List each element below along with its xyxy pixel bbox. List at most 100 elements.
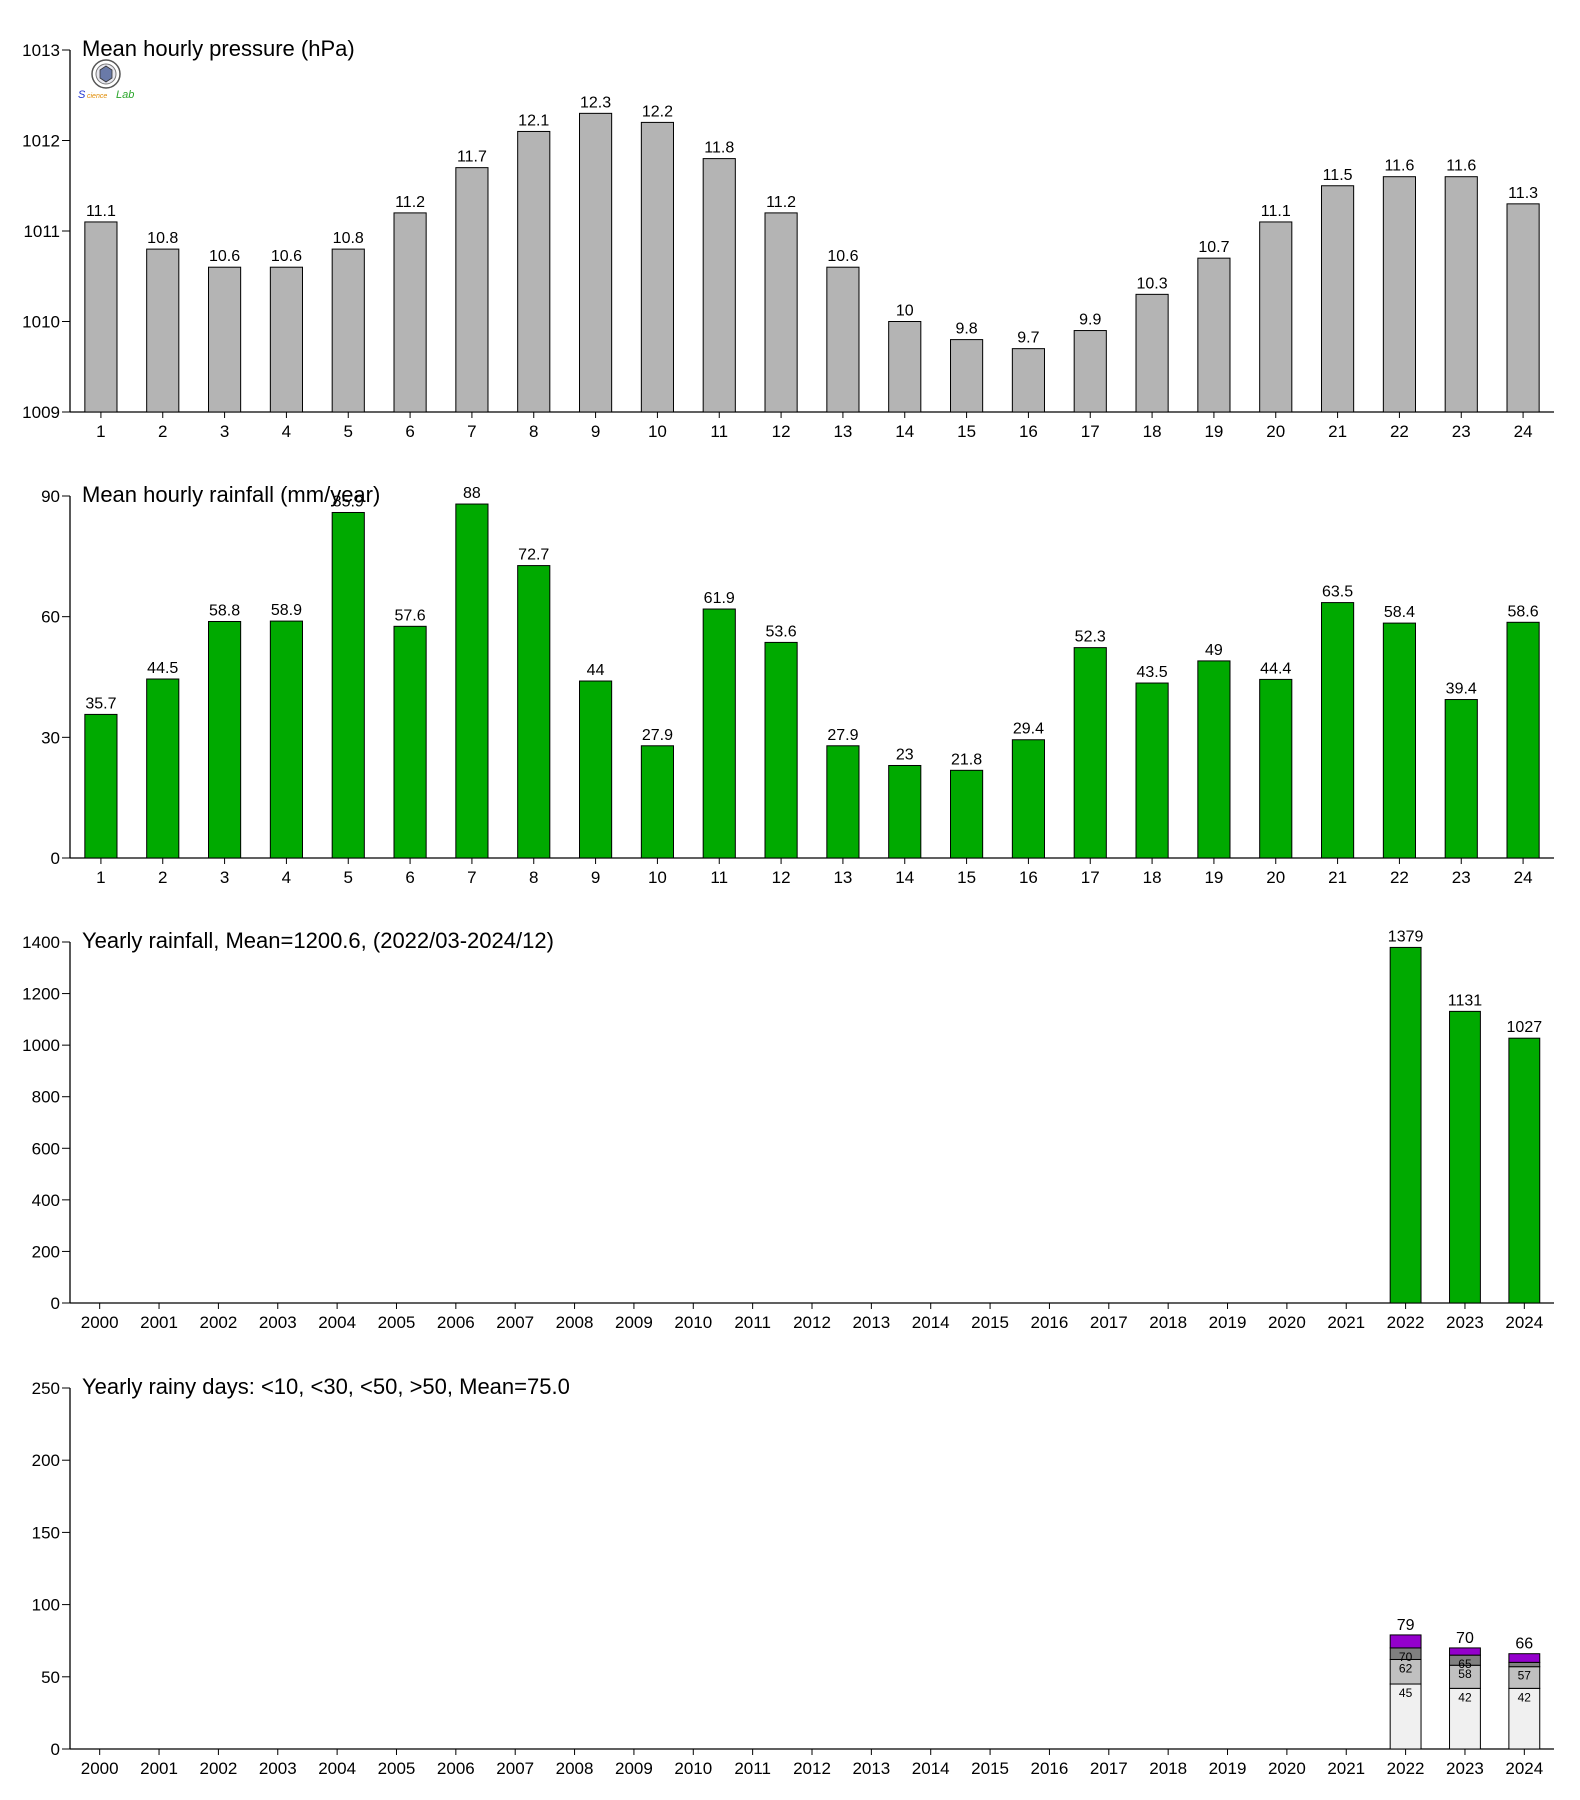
y-tick-label: 800: [32, 1088, 60, 1107]
data-label: 21.8: [951, 751, 982, 768]
x-tick-label: 2: [158, 422, 167, 441]
bar: [1135, 682, 1169, 859]
bar-segment: [1508, 1653, 1541, 1663]
x-tick-label: 8: [529, 868, 538, 887]
y-tick-label: 1000: [22, 1036, 60, 1055]
bar: [393, 625, 427, 859]
data-label: 58.8: [209, 602, 240, 619]
data-label: 44: [587, 662, 605, 679]
x-tick-label: 14: [895, 868, 914, 887]
x-tick-label: 2011: [734, 1313, 771, 1332]
data-label: 11.2: [766, 194, 796, 211]
bar: [888, 321, 922, 413]
x-tick-label: 2007: [496, 1759, 534, 1778]
x-tick-label: 2016: [1031, 1759, 1069, 1778]
x-tick-label: 2016: [1031, 1313, 1069, 1332]
x-tick-label: 2005: [378, 1759, 416, 1778]
bar: [1508, 1037, 1541, 1304]
bar-segment: [1508, 1661, 1541, 1668]
data-label: 58.9: [271, 602, 302, 619]
x-tick-label: 7: [467, 868, 476, 887]
bar: [1073, 647, 1107, 859]
bar: [764, 641, 798, 859]
x-tick-label: 2021: [1327, 1759, 1365, 1778]
y-tick-label: 400: [32, 1191, 60, 1210]
data-label: 58.6: [1508, 603, 1539, 620]
x-tick-label: 2010: [674, 1313, 712, 1332]
y-tick-label: 60: [41, 608, 60, 627]
x-tick-label: 24: [1514, 868, 1533, 887]
bar: [84, 221, 118, 413]
y-tick-label: 1010: [22, 313, 60, 332]
y-tick-label: 1009: [22, 403, 60, 422]
svg-text:Lab: Lab: [116, 89, 134, 101]
x-tick-label: 2006: [437, 1759, 475, 1778]
data-label: 11.1: [1261, 203, 1291, 220]
data-label: 12.1: [518, 112, 549, 129]
x-tick-label: 2015: [971, 1313, 1009, 1332]
x-tick-label: 20: [1266, 422, 1285, 441]
x-tick-label: 2020: [1268, 1313, 1306, 1332]
x-tick-label: 21: [1328, 422, 1347, 441]
data-label: 11.8: [704, 140, 734, 157]
x-tick-label: 2011: [734, 1759, 771, 1778]
bar-segment: [1389, 1634, 1422, 1649]
bar: [826, 745, 860, 859]
x-tick-label: 16: [1019, 422, 1038, 441]
chart-title-4: Yearly rainy days: <10, <30, <50, >50, M…: [82, 1374, 570, 1399]
data-label: 49: [1205, 642, 1223, 659]
x-tick-label: 12: [772, 422, 791, 441]
data-label: 35.7: [85, 695, 116, 712]
data-label: 10.6: [209, 248, 240, 265]
x-tick-label: 2: [158, 868, 167, 887]
bar: [331, 511, 365, 859]
chart-title-3: Yearly rainfall, Mean=1200.6, (2022/03-2…: [82, 928, 554, 953]
bar: [455, 503, 489, 859]
x-tick-label: 2012: [793, 1313, 831, 1332]
data-label: 44.4: [1260, 660, 1291, 677]
y-tick-label: 200: [32, 1451, 60, 1470]
x-tick-label: 11: [710, 422, 728, 441]
svg-text:cience: cience: [87, 93, 107, 100]
data-label: 42: [1458, 1690, 1472, 1704]
data-label: 61.9: [704, 590, 735, 607]
bar: [146, 248, 180, 413]
data-label: 23: [896, 746, 914, 763]
y-tick-label: 600: [32, 1139, 60, 1158]
y-tick-label: 250: [32, 1379, 60, 1398]
x-tick-label: 4: [282, 422, 291, 441]
data-label: 44.5: [147, 660, 178, 677]
data-label: 27.9: [642, 727, 673, 744]
bar: [269, 620, 303, 859]
x-tick-label: 2017: [1090, 1313, 1128, 1332]
bar: [1382, 622, 1416, 859]
data-label: 9.7: [1017, 330, 1039, 347]
x-tick-label: 2014: [912, 1759, 950, 1778]
y-tick-label: 1200: [22, 985, 60, 1004]
x-tick-label: 10: [648, 422, 667, 441]
y-tick-label: 0: [51, 1740, 60, 1759]
x-tick-label: 13: [833, 422, 852, 441]
data-label: 10.3: [1137, 275, 1168, 292]
x-tick-label: 1: [96, 868, 105, 887]
data-label: 10.8: [147, 230, 178, 247]
x-tick-label: 2009: [615, 1759, 653, 1778]
bar: [579, 680, 613, 859]
bar: [1389, 946, 1422, 1304]
bar-segment: [1449, 1647, 1481, 1656]
x-tick-label: 16: [1019, 868, 1038, 887]
x-tick-label: 2023: [1446, 1759, 1484, 1778]
x-tick-label: 19: [1204, 868, 1223, 887]
data-label: 11.1: [86, 203, 116, 220]
bar: [331, 248, 365, 413]
bar: [950, 769, 984, 859]
x-tick-label: 2010: [674, 1759, 712, 1778]
bar: [1321, 602, 1355, 859]
bar: [393, 212, 427, 413]
bar: [1197, 257, 1231, 413]
data-label: 85.9: [333, 493, 364, 510]
y-tick-label: 30: [41, 728, 60, 747]
data-label: 65: [1458, 1657, 1472, 1671]
bar: [579, 112, 613, 413]
x-tick-label: 2003: [259, 1313, 297, 1332]
